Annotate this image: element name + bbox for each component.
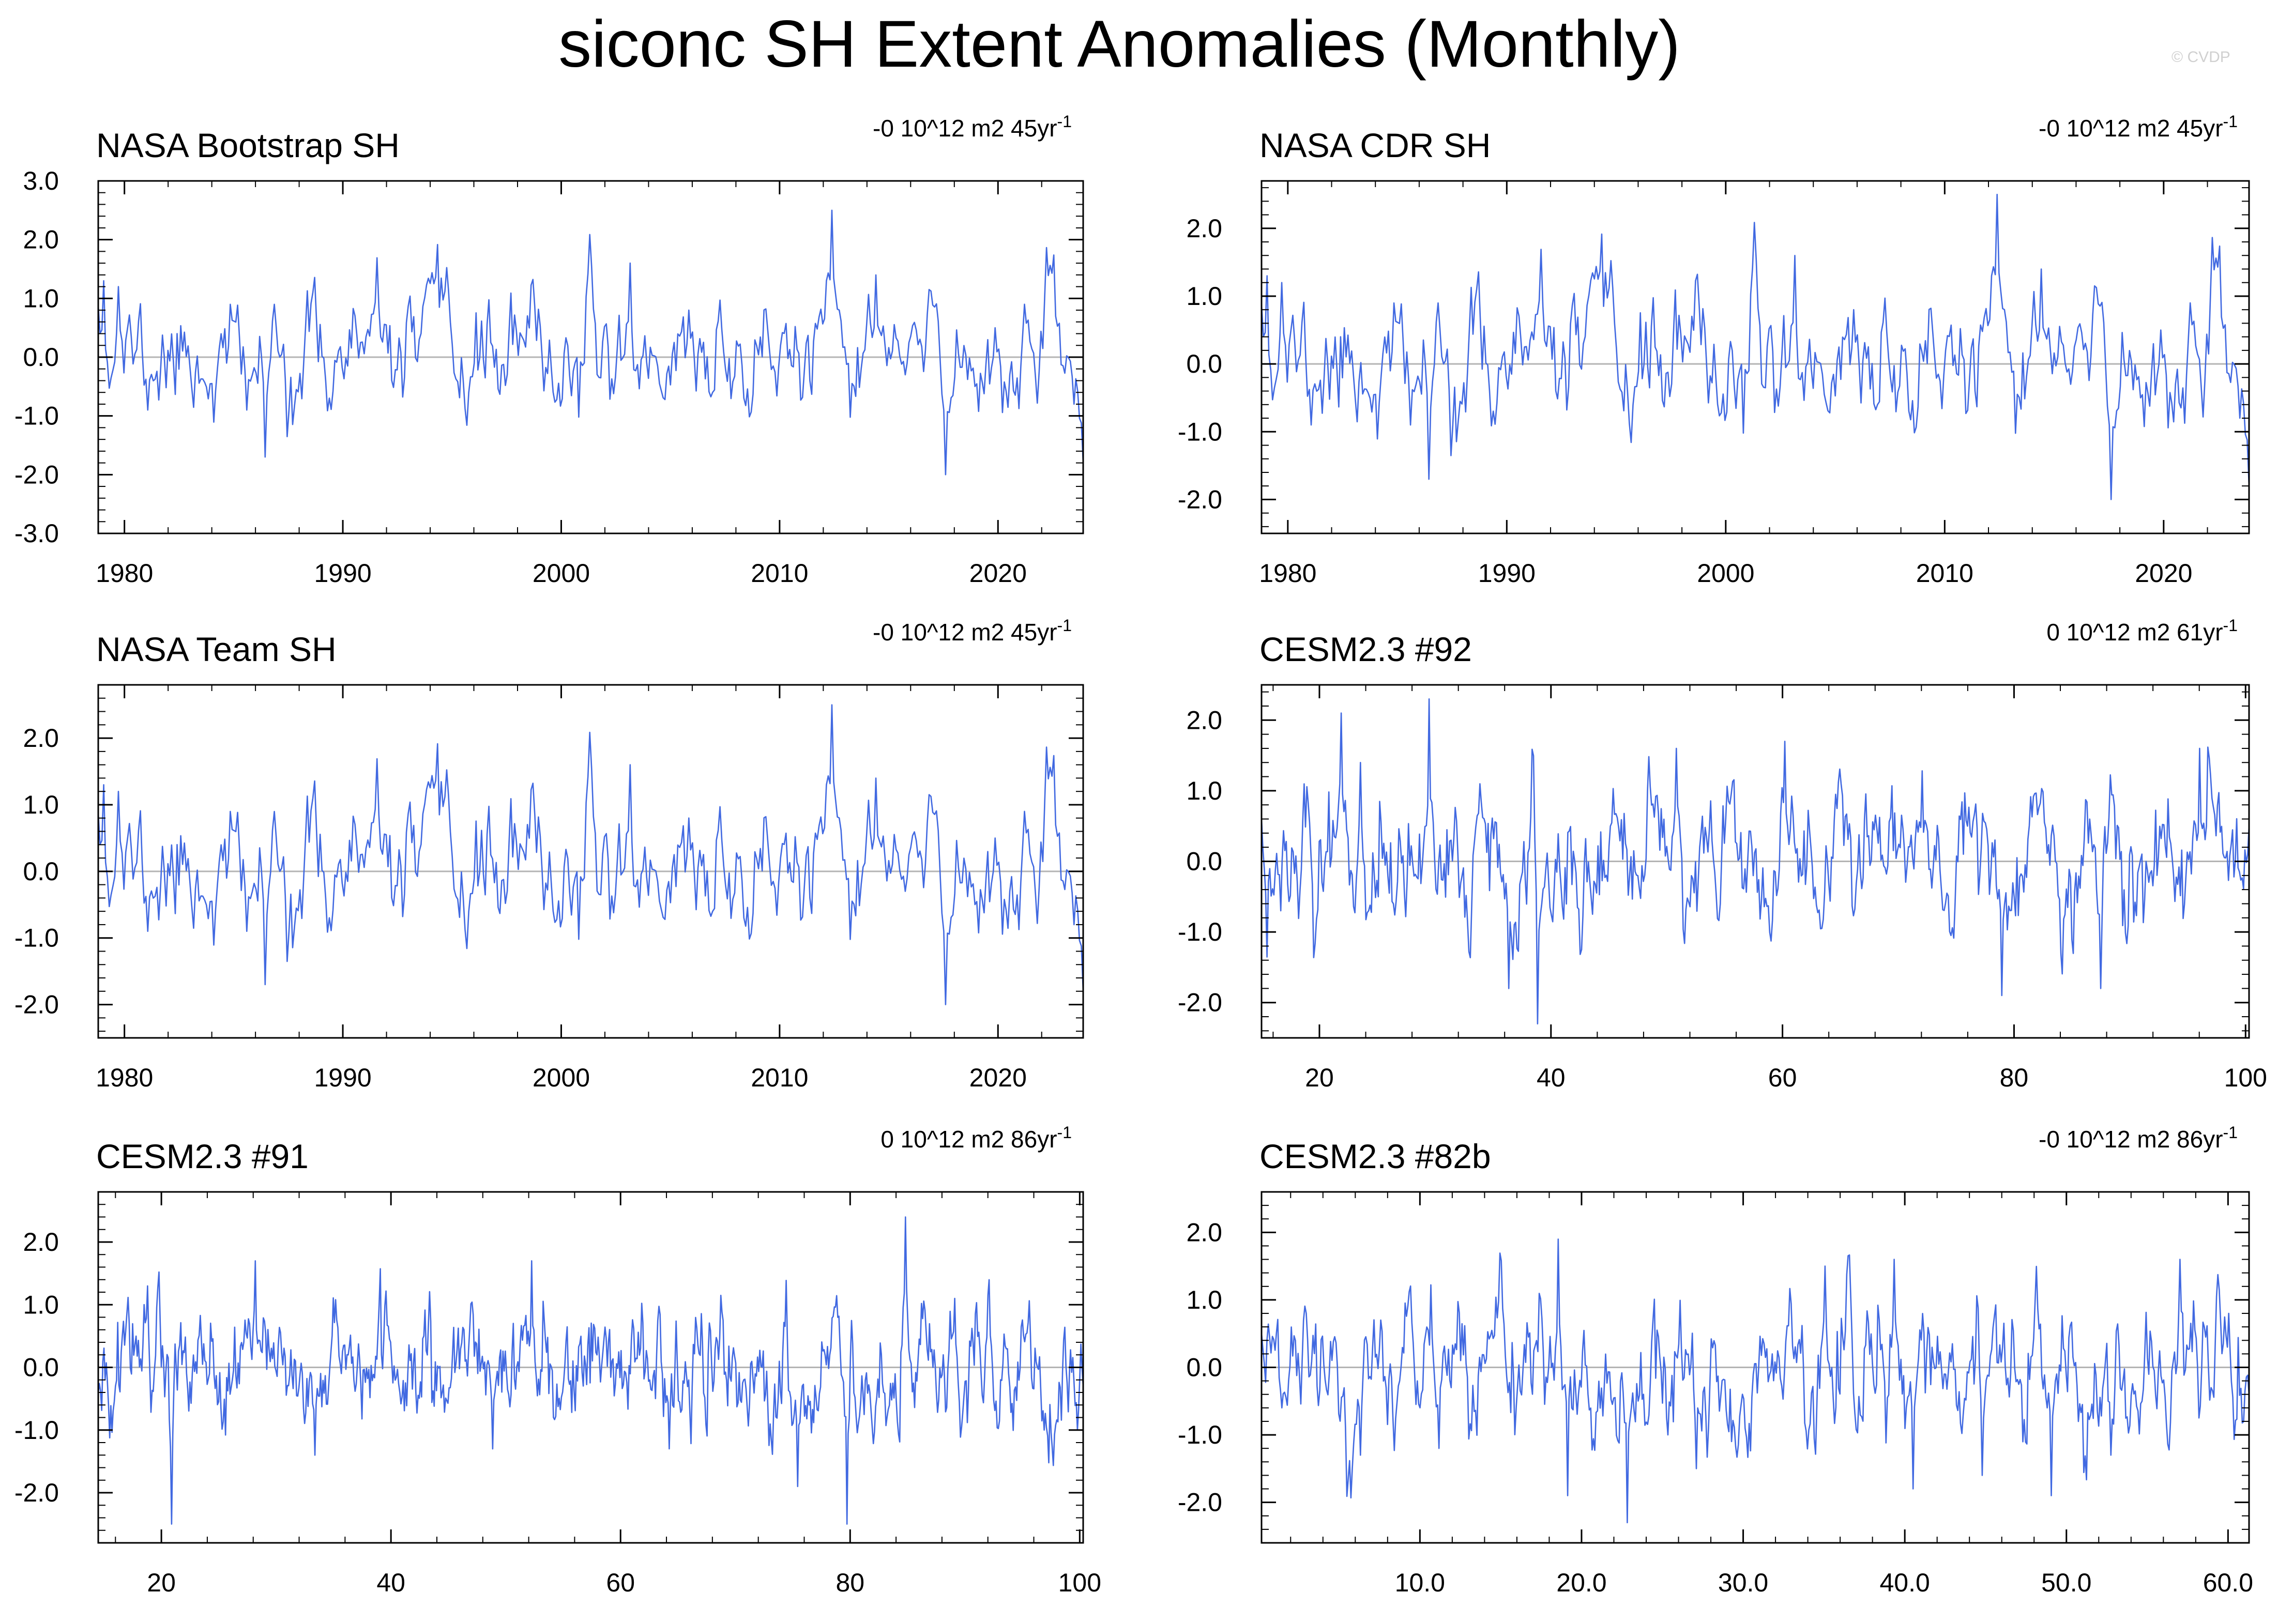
trend-label: -0 10^12 m2 45yr-1 [2039, 112, 2238, 142]
panel-title: NASA Bootstrap SH [96, 126, 400, 164]
x-tick-label: 40.0 [1879, 1568, 1930, 1597]
x-tick-label: 2020 [2135, 559, 2192, 588]
y-tick-label: 1.0 [23, 790, 59, 819]
x-tick-label: 2010 [751, 559, 808, 588]
x-tick-label: 100 [1058, 1568, 1101, 1597]
x-tick-label: 20.0 [1556, 1568, 1606, 1597]
x-tick-label: 40 [376, 1568, 405, 1597]
y-tick-label: -1.0 [1178, 417, 1222, 446]
y-tick-label: -1.0 [1178, 1420, 1222, 1449]
panel-title: NASA Team SH [96, 630, 337, 668]
y-tick-label: 0.0 [1186, 1353, 1222, 1382]
y-tick-label: -2.0 [1178, 988, 1222, 1017]
y-tick-label: 0.0 [23, 857, 59, 886]
trend-exponent: -1 [2223, 1123, 2238, 1142]
y-tick-label: 2.0 [23, 724, 59, 753]
x-tick-label: 80 [836, 1568, 864, 1597]
x-tick-label: 10.0 [1395, 1568, 1445, 1597]
y-tick-label: 2.0 [1186, 1218, 1222, 1247]
x-tick-label: 30.0 [1718, 1568, 1768, 1597]
series-line-nasa-bootstrap-sh [97, 209, 1084, 476]
y-tick-label: -1.0 [14, 924, 59, 953]
y-tick-label: 2.0 [23, 1228, 59, 1257]
panel-title: NASA CDR SH [1259, 126, 1491, 164]
trend-label: -0 10^12 m2 86yr-1 [2039, 1123, 2238, 1153]
x-tick-label: 2020 [969, 1063, 1027, 1092]
x-tick-label: 2000 [1697, 559, 1754, 588]
x-tick-label: 60.0 [2203, 1568, 2253, 1597]
series-line-nasa-cdr-sh [1261, 193, 2250, 500]
y-tick-label: 0.0 [1186, 847, 1222, 876]
chart-panel-3: 1980 1990 2000 2010 2020 -2.0 -1.0 0.0 1.0 2.0 NAS… [14, 616, 1084, 1092]
trend-label: 0 10^12 m2 61yr-1 [2046, 616, 2238, 646]
plot-frame [97, 684, 1084, 1039]
chart-panel-6: 10.0 20.0 30.0 40.0 50.0 60.0 -2.0 -1.0 0.0 1.0 2.… [1178, 1123, 2253, 1597]
trend-exponent: -1 [1057, 1123, 1072, 1142]
x-tick-label: 2010 [1916, 559, 1973, 588]
x-tick-label: 2020 [969, 559, 1027, 588]
x-tick-label: 1990 [314, 1063, 371, 1092]
y-tick-label: 2.0 [1186, 706, 1222, 734]
y-tick-label: -1.0 [14, 402, 59, 431]
y-tick-label: 1.0 [1186, 282, 1222, 311]
x-tick-label: 20 [1305, 1063, 1334, 1092]
y-tick-label: -2.0 [1178, 1488, 1222, 1517]
x-tick-label: 100 [2224, 1063, 2267, 1092]
y-tick-label: 1.0 [1186, 776, 1222, 805]
series-line-cesm2-3-82b [1261, 1238, 2250, 1524]
x-tick-label: 1990 [1478, 559, 1536, 588]
y-tick-label: 0.0 [23, 1353, 59, 1382]
plot-frame [1261, 180, 2250, 534]
y-tick-label: -1.0 [14, 1416, 59, 1445]
trend-label: 0 10^12 m2 86yr-1 [880, 1123, 1072, 1153]
panel-title: CESM2.3 #82b [1259, 1137, 1491, 1175]
y-tick-label: 0.0 [1186, 349, 1222, 378]
trend-exponent: -1 [2223, 616, 2238, 635]
y-tick-label: 3.0 [23, 166, 59, 195]
y-tick-label: 1.0 [23, 1290, 59, 1319]
x-tick-label: 60 [1768, 1063, 1797, 1092]
y-tick-label: 1.0 [1186, 1285, 1222, 1314]
x-tick-label: 60 [606, 1568, 635, 1597]
panel-title: CESM2.3 #92 [1259, 630, 1472, 668]
x-tick-label: 80 [2000, 1063, 2029, 1092]
y-tick-label: 0.0 [23, 343, 59, 372]
x-tick-label: 1980 [1259, 559, 1316, 588]
main-title: siconc SH Extent Anomalies (Monthly) [558, 7, 1680, 81]
y-tick-label: 2.0 [23, 225, 59, 254]
series-line-nasa-team-sh [97, 704, 1084, 1005]
y-tick-label: 1.0 [23, 284, 59, 313]
x-tick-label: 1980 [96, 1063, 153, 1092]
trend-exponent: -1 [2223, 112, 2238, 131]
y-tick-label: -2.0 [1178, 485, 1222, 514]
y-tick-label: -1.0 [1178, 917, 1222, 946]
x-tick-label: 2000 [533, 1063, 590, 1092]
x-tick-label: 2010 [751, 1063, 808, 1092]
chart-panel-4: 20 40 60 80 100 -2.0 -1.0 0.0 1.0 2.0 CESM2.3 #92 0… [1178, 616, 2267, 1092]
x-tick-label: 1980 [96, 559, 153, 588]
trend-label: -0 10^12 m2 45yr-1 [873, 112, 1072, 142]
x-tick-label: 40 [1537, 1063, 1566, 1092]
y-tick-label: -2.0 [14, 1478, 59, 1507]
chart-panel-1: 1980 1990 2000 2010 2020 -3.0 -2.0 -1.0 0.0 1.0 2.… [14, 112, 1084, 588]
y-tick-label: -2.0 [14, 990, 59, 1019]
chart-panel-5: 20 40 60 80 100 -2.0 -1.0 0.0 1.0 2.0 CESM2.3 #91 0… [14, 1123, 1101, 1597]
y-tick-label: 2.0 [1186, 214, 1222, 243]
trend-exponent: -1 [1057, 112, 1072, 131]
series-line-cesm2-3-91 [97, 1216, 1084, 1525]
x-tick-label: 20 [147, 1568, 176, 1597]
chart-panel-2: 1980 1990 2000 2010 2020 -2.0 -1.0 0.0 1.0 2.0 NAS… [1178, 112, 2250, 588]
y-tick-label: -3.0 [14, 519, 59, 548]
y-tick-label: -2.0 [14, 460, 59, 489]
trend-exponent: -1 [1057, 616, 1072, 635]
cvdp-credit: © CVDP [2171, 49, 2230, 66]
panel-title: CESM2.3 #91 [96, 1137, 309, 1175]
x-tick-label: 2000 [533, 559, 590, 588]
x-tick-label: 50.0 [2041, 1568, 2091, 1597]
series-line-cesm2-3-92 [1261, 698, 2250, 1024]
x-tick-label: 1990 [314, 559, 371, 588]
trend-label: -0 10^12 m2 45yr-1 [873, 616, 1072, 646]
